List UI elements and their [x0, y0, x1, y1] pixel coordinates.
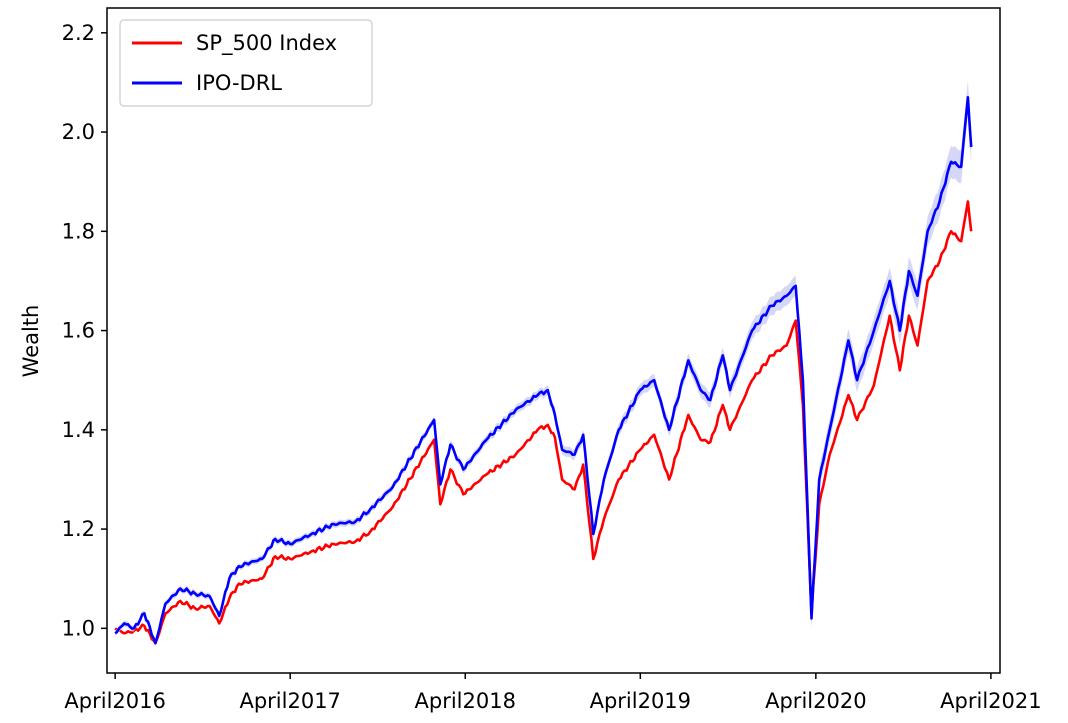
- series-line-ipo-drl: [114, 96, 973, 645]
- legend-label-ipo-drl: IPO-DRL: [196, 71, 282, 95]
- y-axis-title: Wealth: [19, 305, 43, 378]
- plot-layer: [114, 80, 973, 647]
- legend-box: [119, 19, 373, 107]
- y-tick-label: 1.0: [62, 616, 95, 640]
- series-line-sp500: [114, 200, 973, 645]
- y-tick-label: 1.6: [62, 319, 95, 343]
- y-tick-label: 1.8: [62, 219, 95, 243]
- x-tick-label: April2018: [415, 689, 516, 713]
- ticks-layer: 1.0 1.2 1.4 1.6 1.8 2.0 2.2 April2016 April2017 A…: [62, 21, 1042, 713]
- legend: SP_500 Index IPO-DRL: [119, 19, 373, 107]
- x-tick-label: April2019: [590, 689, 691, 713]
- x-tick-label: April2017: [239, 689, 340, 713]
- x-tick-label: April2021: [940, 689, 1041, 713]
- x-tick-label: April2020: [765, 689, 866, 713]
- plot-frame: [106, 7, 1001, 674]
- y-tick-label: 1.2: [62, 517, 95, 541]
- y-tick-label: 1.4: [62, 418, 95, 442]
- y-tick-label: 2.0: [62, 120, 95, 144]
- legend-label-sp500: SP_500 Index: [196, 31, 337, 56]
- x-tick-label: April2016: [64, 689, 165, 713]
- y-tick-label: 2.2: [62, 21, 95, 45]
